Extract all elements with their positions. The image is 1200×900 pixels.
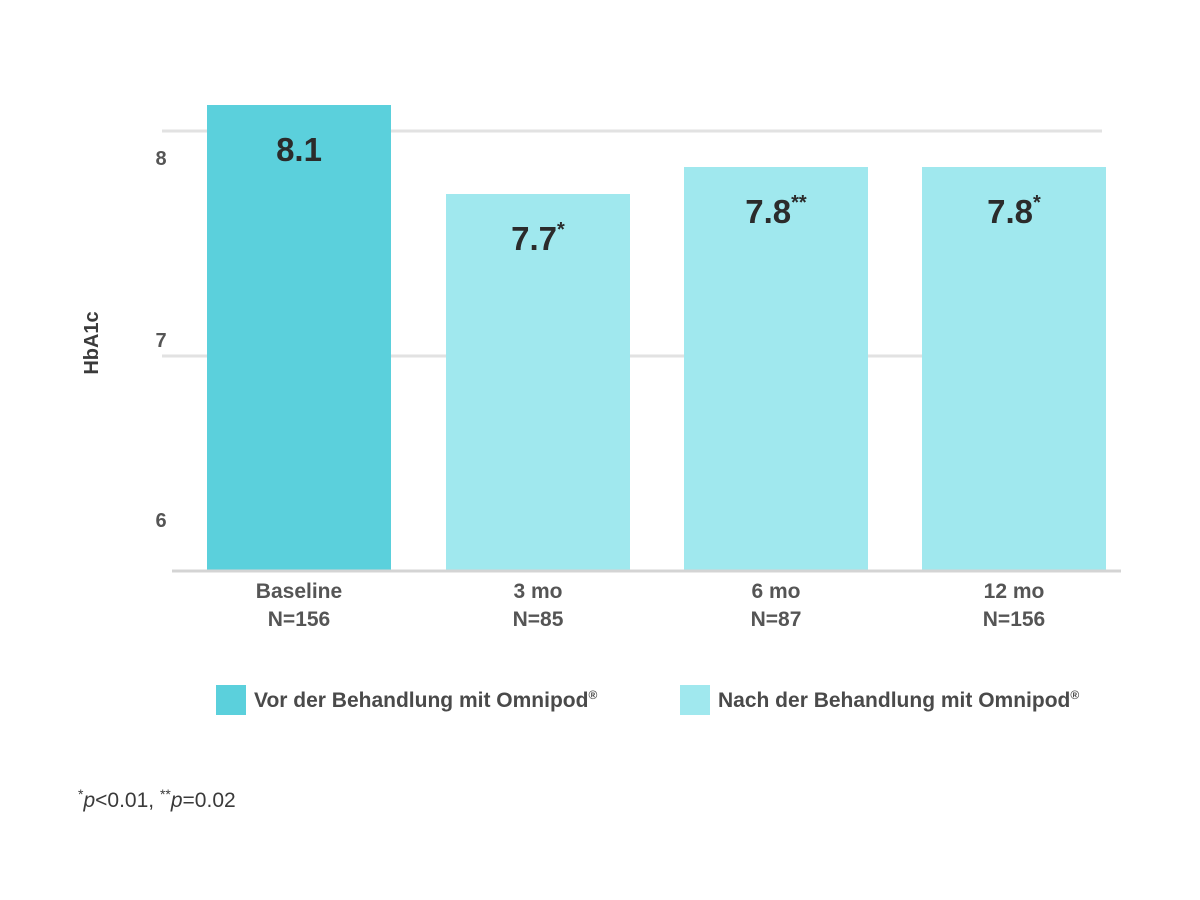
- bar-0: [207, 105, 391, 570]
- legend-item-before: Vor der Behandlung mit Omnipod®: [216, 684, 597, 716]
- legend-swatch-after: [680, 685, 710, 715]
- y-tick-label: 6: [155, 510, 166, 532]
- x-category-label: Baseline: [256, 580, 342, 603]
- value-labels: 8.1 7.7* 7.8** 7.8*: [276, 131, 1041, 257]
- legend-label-before: Vor der Behandlung mit Omnipod®: [254, 687, 598, 712]
- value-label-0: 8.1: [276, 131, 322, 168]
- x-category-label: 3 mo: [513, 580, 562, 603]
- hba1c-bar-chart: 6 7 8 HbA1c 8.1 7.7* 7.8** 7.8* Baseline N=156…: [81, 105, 1121, 631]
- y-axis-label: HbA1c: [81, 311, 103, 374]
- legend-swatch-before: [216, 685, 246, 715]
- y-ticks: 6 7 8: [155, 148, 166, 532]
- x-category-count: N=156: [983, 608, 1045, 631]
- x-category-labels: Baseline N=156 3 mo N=85 6 mo N=87 12 mo N=156: [256, 580, 1045, 631]
- x-category-label: 6 mo: [751, 580, 800, 603]
- bar-3: [922, 167, 1106, 570]
- legend: Vor der Behandlung mit Omnipod® Nach der…: [0, 684, 1200, 718]
- value-label-2: 7.8**: [745, 192, 807, 230]
- significance-footnote: *p<0.01, **p=0.02: [78, 786, 236, 812]
- y-tick-label: 8: [155, 148, 166, 170]
- bar-2: [684, 167, 868, 570]
- legend-label-after: Nach der Behandlung mit Omnipod®: [718, 687, 1080, 712]
- bar-1: [446, 194, 630, 570]
- x-category-count: N=156: [268, 608, 330, 631]
- legend-item-after: Nach der Behandlung mit Omnipod®: [680, 684, 1079, 716]
- value-label-1: 7.7*: [511, 219, 565, 257]
- bars: [207, 105, 1106, 570]
- y-tick-label: 7: [155, 330, 166, 352]
- x-category-count: N=87: [751, 608, 802, 631]
- x-category-count: N=85: [513, 608, 564, 631]
- value-label-3: 7.8*: [987, 192, 1041, 230]
- x-category-label: 12 mo: [984, 580, 1045, 603]
